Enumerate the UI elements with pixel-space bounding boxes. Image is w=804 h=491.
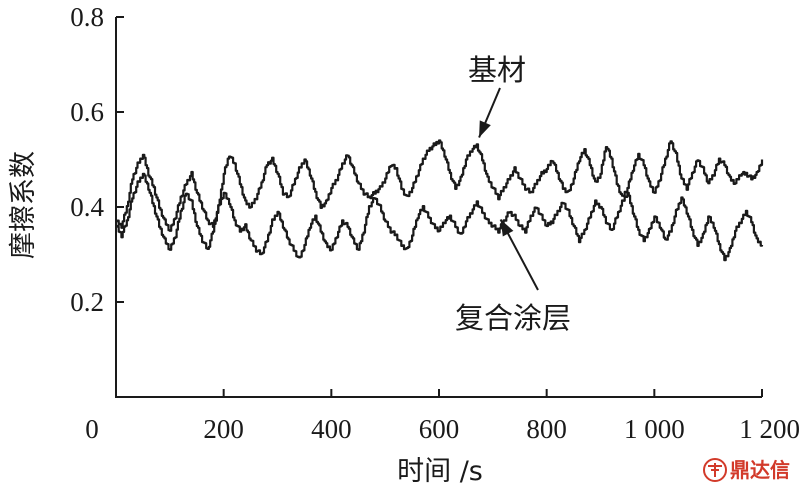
series-line-coating	[116, 172, 764, 262]
ticks: 0 200 400 600 800 1 000 1 200 0.2 0.4 0.6 0.8	[70, 2, 800, 444]
watermark: 鼎达信	[703, 458, 790, 482]
series-line-substrate	[116, 139, 764, 232]
x-tick-label: 600	[419, 414, 460, 444]
arrowhead-coating	[500, 219, 514, 237]
x-axis-title: 时间 /s	[397, 456, 483, 487]
x-tick-label: 800	[526, 414, 567, 444]
y-axis-title: 摩擦系数	[8, 151, 39, 259]
x-tick-label: 0	[85, 414, 99, 444]
x-tick-label: 400	[311, 414, 352, 444]
axis-frame	[115, 17, 762, 398]
x-tick-label: 1 000	[624, 414, 685, 444]
arrowhead-substrate	[479, 120, 491, 138]
x-tick-label: 200	[203, 414, 244, 444]
annotation-label-substrate: 基材	[468, 53, 526, 87]
series-layer	[116, 139, 764, 262]
watermark-text: 鼎达信	[730, 458, 790, 482]
y-tick-label: 0.4	[70, 192, 104, 222]
x-tick-label: 1 200	[739, 414, 800, 444]
y-tick-label: 0.6	[70, 97, 104, 127]
watermark-logo-icon	[703, 458, 727, 482]
y-tick-label: 0.8	[70, 2, 104, 32]
axes	[115, 17, 762, 398]
annotation-label-coating: 复合涂层	[455, 301, 571, 335]
y-tick-label: 0.2	[70, 287, 104, 317]
